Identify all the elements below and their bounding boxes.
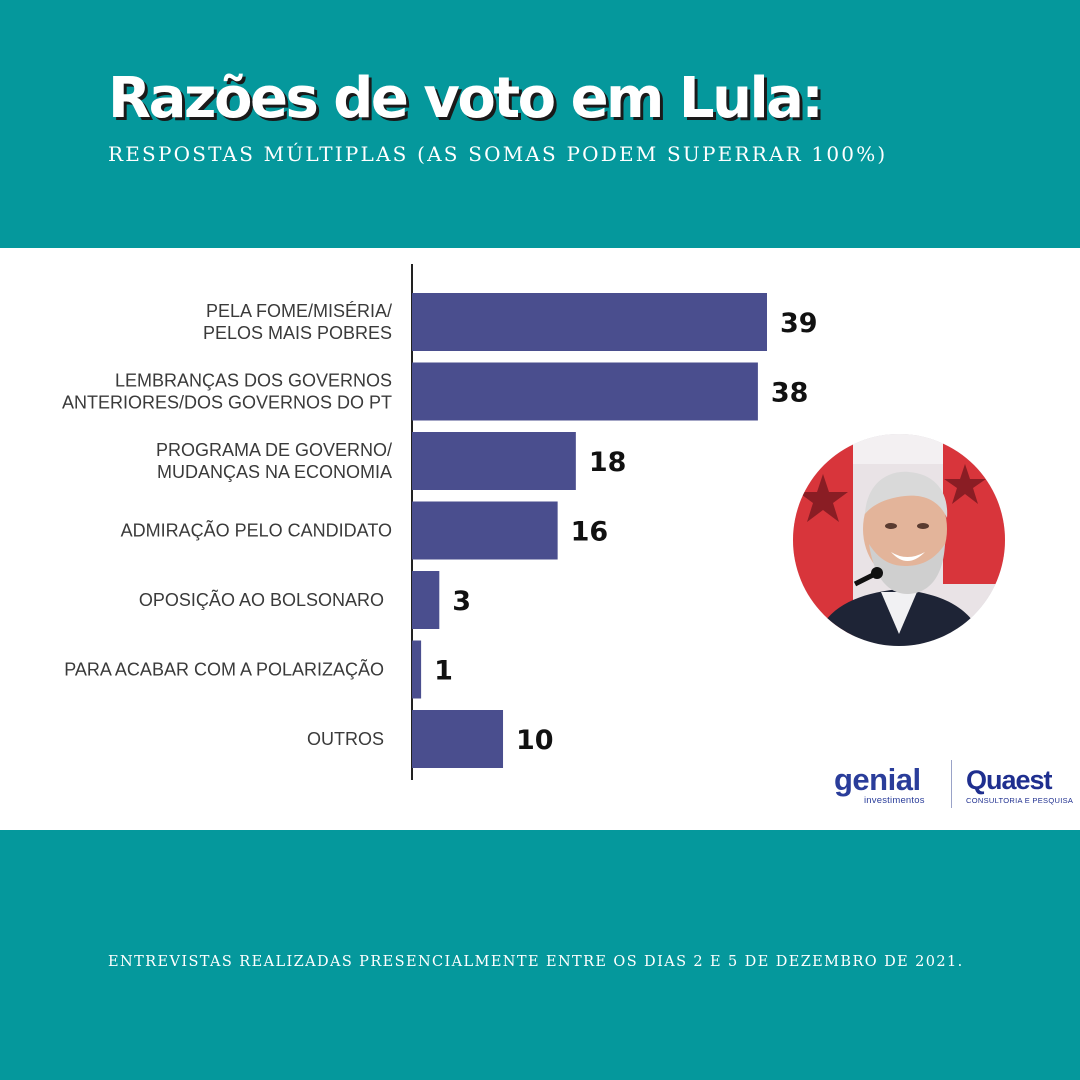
bar-chart: 39 PELA FOME/MISÉRIA/PELOS MAIS POBRES 38 L… — [62, 264, 818, 780]
quaest-tagline: CONSULTORIA E PESQUISA — [966, 796, 1074, 805]
quaest-wordmark: Quaest — [966, 765, 1053, 795]
category-label: OPOSIÇÃO AO BOLSONARO — [139, 589, 384, 610]
header-band: Razões de voto em Lula: RESPOSTAS MÚLTIP… — [0, 0, 1080, 248]
category-label-line: OPOSIÇÃO AO BOLSONARO — [139, 589, 384, 610]
page-subtitle: RESPOSTAS MÚLTIPLAS (AS SOMAS PODEM SUPE… — [108, 142, 888, 166]
category-label-line: PROGRAMA DE GOVERNO/ — [156, 440, 392, 460]
bar-value-label: 10 — [516, 725, 554, 756]
category-label-line: PARA ACABAR COM A POLARIZAÇÃO — [64, 659, 384, 680]
genial-tagline: investimentos — [864, 795, 925, 806]
bar-value-label: 38 — [771, 378, 809, 409]
category-label: ADMIRAÇÃO PELO CANDIDATO — [121, 520, 392, 541]
category-label-line: PELA FOME/MISÉRIA/ — [206, 301, 392, 321]
page-title: Razões de voto em Lula: — [108, 66, 824, 131]
category-label: PARA ACABAR COM A POLARIZAÇÃO — [64, 659, 384, 680]
category-label: OUTROS — [307, 729, 384, 749]
portrait-illustration — [793, 434, 1005, 646]
bar-value-label: 16 — [571, 517, 609, 548]
bar-2 — [412, 432, 576, 490]
bar-0 — [412, 293, 767, 351]
bar-1 — [412, 362, 758, 421]
category-label: PROGRAMA DE GOVERNO/MUDANÇAS NA ECONOMIA — [156, 440, 392, 482]
chart-panel: 39 PELA FOME/MISÉRIA/PELOS MAIS POBRES 38 L… — [0, 248, 1080, 830]
category-label-line: OUTROS — [307, 729, 384, 749]
category-label-line: LEMBRANÇAS DOS GOVERNOS — [115, 371, 392, 391]
bar-6 — [412, 710, 504, 768]
bar-value-label: 3 — [452, 586, 471, 617]
category-label-line: ADMIRAÇÃO PELO CANDIDATO — [121, 520, 392, 541]
category-label-line: MUDANÇAS NA ECONOMIA — [157, 462, 392, 482]
genial-logo: genial investimentos — [834, 763, 936, 807]
category-label-line: ANTERIORES/DOS GOVERNOS DO PT — [62, 393, 392, 413]
bar-5 — [412, 640, 422, 699]
category-label: PELA FOME/MISÉRIA/PELOS MAIS POBRES — [203, 301, 392, 343]
logo-divider — [951, 760, 952, 808]
bar-value-label: 39 — [780, 308, 818, 339]
bar-value-label: 18 — [589, 447, 627, 478]
quaest-logo: Quaest CONSULTORIA E PESQUISA — [966, 765, 1073, 807]
genial-wordmark: genial — [834, 762, 921, 797]
bar-value-label: 1 — [434, 656, 453, 687]
candidate-photo — [793, 434, 1005, 646]
footer-note: ENTREVISTAS REALIZADAS PRESENCIALMENTE E… — [108, 954, 964, 970]
category-label: LEMBRANÇAS DOS GOVERNOS ANTERIORES/DOS GO… — [62, 371, 392, 413]
bar-3 — [412, 501, 558, 560]
category-label-line: PELOS MAIS POBRES — [203, 323, 392, 343]
bar-4 — [412, 571, 440, 629]
